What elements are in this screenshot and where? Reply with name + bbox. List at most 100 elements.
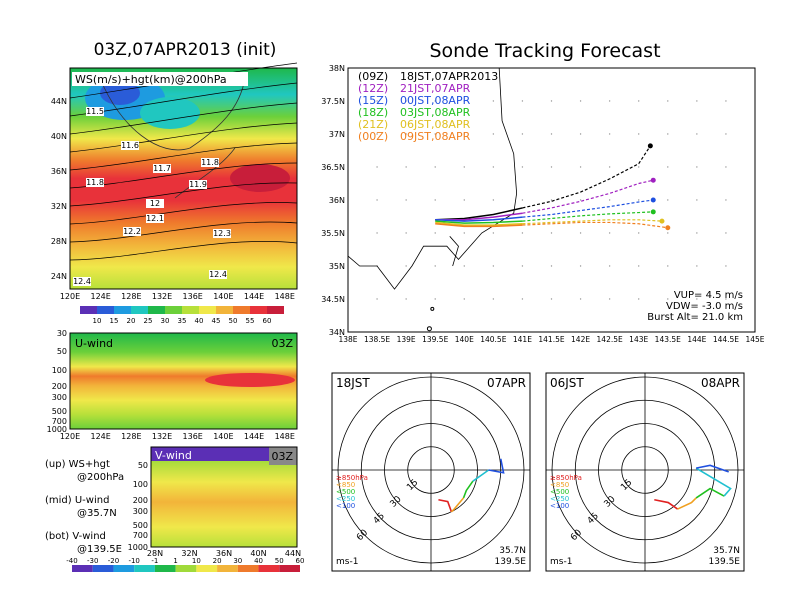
colorbar-tick-label: 50 — [229, 317, 238, 325]
colorbar-swatch — [80, 306, 97, 314]
lat-tick-label: 24N — [51, 272, 67, 281]
colorbar-tick-label: 30 — [161, 317, 170, 325]
polar-layer-legend: <100 — [550, 502, 569, 510]
u-y-tick-label: 300 — [52, 393, 67, 402]
grid-dot — [608, 100, 611, 102]
contour-label-bg — [146, 214, 164, 223]
track-descent-line — [522, 179, 654, 214]
grid-dot — [405, 298, 407, 300]
grid-dot — [579, 265, 582, 267]
bottom-colorbar-tick: 30 — [233, 557, 242, 565]
lat-tick-label: 44N — [51, 97, 67, 106]
track-lon-label: 139.5E — [422, 335, 448, 344]
launch-utc-label: (00Z) — [358, 130, 388, 143]
colorbar-tick-label: 15 — [110, 317, 119, 325]
polar-layer-legend: <250 — [550, 495, 569, 503]
height-contour — [69, 182, 298, 207]
grid-dot — [492, 298, 495, 300]
sonde-parameter: VDW= -3.0 m/s — [666, 301, 743, 312]
polar-time-label: 18JST — [336, 376, 370, 390]
height-contour — [69, 102, 298, 135]
bottom-colorbar-swatch — [92, 565, 114, 572]
height-contour — [69, 142, 298, 171]
track-lon-label: 142.5E — [597, 335, 623, 344]
launch-utc-label: (12Z) — [358, 82, 388, 95]
height-contour — [69, 202, 298, 225]
lon-tick-label: 144E — [244, 292, 264, 301]
grid-dot — [405, 199, 407, 201]
panel-label-v: V-wind — [155, 449, 192, 462]
colorbar-tick-label: 55 — [246, 317, 255, 325]
track-lat-label: 38N — [329, 64, 345, 73]
grid-dot — [608, 166, 611, 168]
launch-utc-label: (15Z) — [358, 94, 388, 107]
polar-hodograph — [695, 467, 732, 497]
track-lon-label: 142E — [571, 335, 590, 344]
grid-dot — [579, 166, 582, 168]
panel-time-v: 03Z — [271, 450, 293, 463]
panel-label-ws: WS(m/s)+hgt(km)@200hPa — [75, 73, 227, 86]
lat-tick-label: 28N — [51, 237, 67, 246]
v-y-tick-label: 100 — [133, 480, 148, 489]
contour-label-bg — [86, 178, 104, 187]
lon-tick-label: 148E — [275, 292, 295, 301]
colorbar-swatch — [250, 306, 267, 314]
grid-dot — [492, 199, 495, 201]
u-x-tick-label: 148E — [275, 432, 295, 441]
contour-label: 11.8 — [201, 158, 219, 167]
bottom-colorbar-swatch — [196, 565, 218, 572]
contour-label-bg — [73, 277, 91, 286]
grid-dot — [550, 298, 553, 300]
u-y-tick-label: 30 — [57, 329, 67, 338]
colorbar-tick-label: 35 — [178, 317, 187, 325]
grid-dot — [376, 166, 378, 168]
track-landing-point — [665, 225, 671, 231]
grid-dot — [550, 265, 553, 267]
polar-unit-label: ms-1 — [336, 557, 358, 567]
u-y-tick-label: 50 — [57, 347, 67, 356]
colorbar-swatch — [97, 306, 114, 314]
v-y-tick-label: 1000 — [128, 543, 148, 552]
grid-dot — [579, 298, 582, 300]
contour-label: 11.9 — [189, 180, 207, 189]
polar-hodograph — [488, 458, 505, 474]
track-lon-label: 145E — [745, 335, 764, 344]
polar-layer-legend: ≥850hPa — [550, 474, 582, 482]
bottom-colorbar-swatch — [113, 565, 135, 572]
launch-utc-label: (09Z) — [358, 70, 388, 83]
grid-dot — [463, 232, 465, 234]
polar-lat-label: 35.7N — [499, 546, 526, 556]
grid-dot — [638, 232, 640, 234]
colorbar-swatch — [216, 306, 233, 314]
grid-dot — [405, 100, 407, 102]
polar-hodograph — [695, 464, 729, 473]
track-lon-label: 141.5E — [538, 335, 564, 344]
polar-hodograph — [654, 498, 679, 510]
grid-dot — [667, 199, 669, 201]
grid-dot — [696, 166, 698, 168]
grid-dot — [463, 133, 465, 135]
grid-dot — [492, 166, 495, 168]
colorbar-tick-label: 45 — [212, 317, 221, 325]
grid-dot — [550, 232, 553, 234]
sonde-parameter: Burst Alt= 21.0 km — [647, 312, 743, 323]
right-title: Sonde Tracking Forecast — [429, 40, 661, 62]
track-lat-label: 37.5N — [321, 97, 345, 106]
ws-jet-core — [230, 164, 290, 192]
panel-time-u: 03Z — [271, 337, 293, 350]
track-lat-label: 37N — [329, 130, 345, 139]
track-lat-label: 34N — [329, 328, 345, 337]
bottom-colorbar-tick: -1 — [151, 557, 158, 565]
colorbar-swatch — [199, 306, 216, 314]
grid-dot — [492, 133, 495, 135]
colorbar-tick-label: 10 — [93, 317, 102, 325]
grid-dot — [638, 100, 640, 102]
grid-dot — [521, 133, 524, 135]
polar-layer-legend: <850 — [336, 481, 355, 489]
polar-lon-label: 139.5E — [495, 557, 527, 567]
grid-dot — [492, 232, 495, 234]
panel-label-u: U-wind — [75, 337, 113, 350]
contour-label: 11.6 — [121, 141, 139, 150]
colorbar-tick-label: 25 — [144, 317, 153, 325]
u-x-tick-label: 144E — [244, 432, 264, 441]
